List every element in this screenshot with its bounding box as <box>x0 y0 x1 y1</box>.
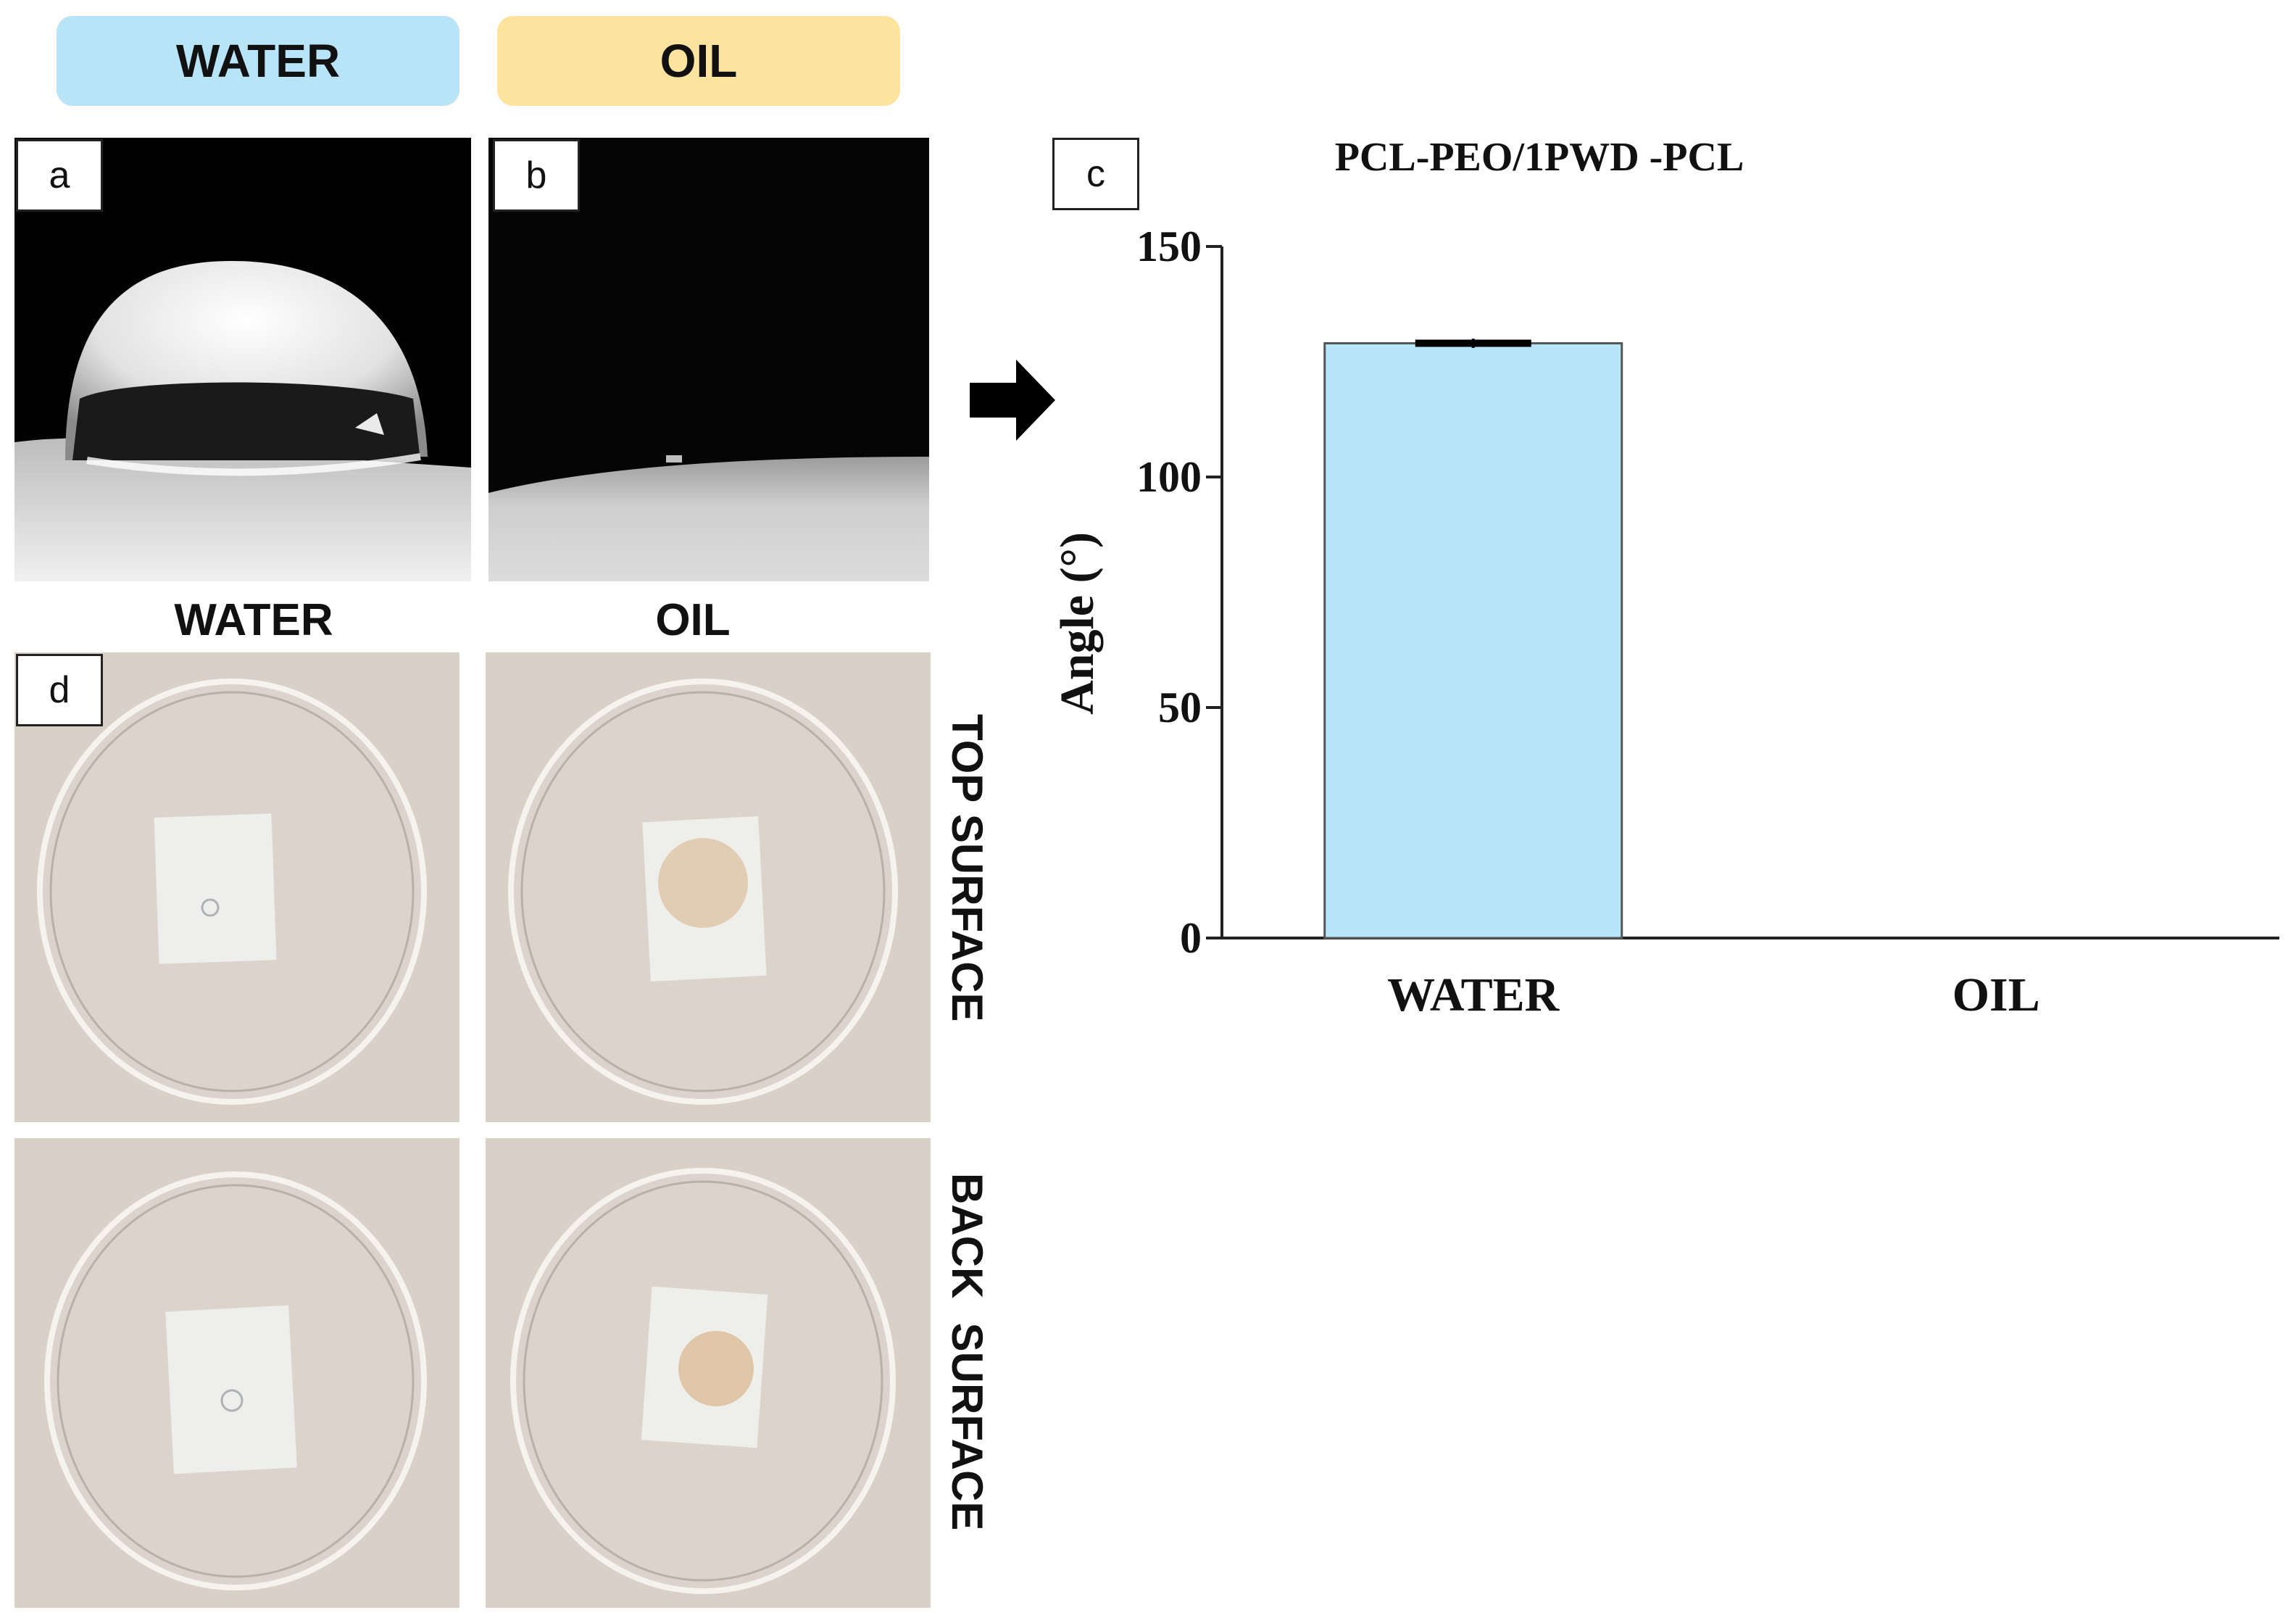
right-arrow-icon <box>970 360 1057 441</box>
panel-label-c: c <box>1052 138 1139 210</box>
water-droplet-image <box>14 138 471 581</box>
y-tick-label: 50 <box>1158 684 1202 731</box>
contact-angle-bar-chart: PCL-PEO/1PWD -PCL Angle (°) 0 50 100 150 WAT… <box>1051 135 2279 1021</box>
water-back-surface-photo <box>14 1138 459 1608</box>
row-label-top-surface: TOP SURFACE <box>943 714 991 1022</box>
panel-label-a: a <box>16 139 103 212</box>
x-tick-label-water: WATER <box>1387 968 1560 1021</box>
chart-marks: 0 50 100 150 WATER OIL <box>1136 223 2279 1021</box>
y-axis-label: Angle (°) <box>1051 532 1104 715</box>
panel-label-b: b <box>493 139 580 212</box>
chart-title: PCL-PEO/1PWD -PCL <box>1335 135 1744 180</box>
y-tick-label: 150 <box>1136 223 1202 270</box>
oil-contact-angle-photo <box>488 138 929 581</box>
water-contact-angle-photo <box>14 138 471 581</box>
oil-top-surface-photo <box>486 652 931 1122</box>
photo-column-label-water: WATER <box>174 595 333 645</box>
panel-label-d: d <box>16 654 103 726</box>
oil-surface-image <box>488 138 929 581</box>
oil-back-surface-photo <box>486 1138 931 1608</box>
water-top-surface-photo <box>14 652 459 1122</box>
oil-header: OIL <box>497 16 900 106</box>
x-tick-label-oil: OIL <box>1952 968 2040 1021</box>
photo-column-label-oil: OIL <box>655 595 731 645</box>
row-label-back-surface: BACK SURFACE <box>943 1173 991 1531</box>
y-tick-label: 0 <box>1180 914 1202 962</box>
bar-water <box>1323 342 1623 939</box>
water-header: WATER <box>57 16 459 106</box>
y-tick-label: 100 <box>1136 453 1202 501</box>
